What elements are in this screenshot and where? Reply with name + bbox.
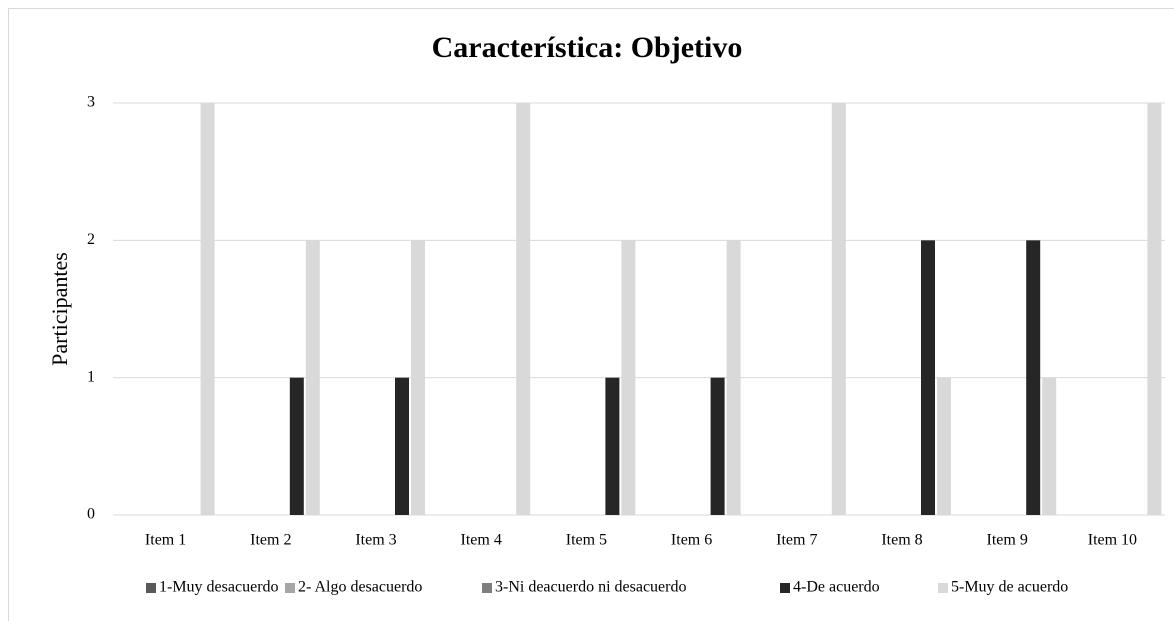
bar [831, 103, 846, 515]
legend-label: 2- Algo desacuerdo [298, 579, 422, 596]
bar [305, 240, 320, 516]
legend-swatch [938, 583, 948, 593]
legend-label: 3-Ni deacuerdo ni desacuerdo [495, 579, 686, 596]
bar [289, 377, 304, 515]
legend-label: 1-Muy desacuerdo [159, 579, 279, 596]
bar [605, 377, 620, 515]
x-tick-label: Item 10 [1088, 532, 1137, 549]
legend-label: 4-De acuerdo [793, 579, 880, 596]
bar [516, 103, 531, 515]
chart-title: Característica: Objetivo [432, 31, 743, 64]
bar [1026, 240, 1041, 516]
bar [621, 240, 636, 516]
x-tick-label: Item 8 [881, 532, 922, 549]
legend-swatch [780, 583, 790, 593]
x-tick-label: Item 2 [250, 532, 291, 549]
y-tick-label: 1 [87, 368, 95, 385]
x-tick-label: Item 1 [145, 532, 186, 549]
y-tick-label: 2 [87, 231, 95, 248]
legend-swatch [285, 583, 295, 593]
bar [1042, 377, 1057, 515]
bar [411, 240, 425, 516]
x-tick-label: Item 7 [776, 532, 817, 549]
y-tick-label: 3 [87, 94, 95, 111]
x-tick-label: Item 6 [671, 532, 712, 549]
bar [710, 377, 725, 515]
legend-swatch [482, 583, 492, 593]
bar [726, 240, 741, 516]
x-tick-label: Item 5 [566, 532, 607, 549]
x-tick-label: Item 9 [987, 532, 1028, 549]
bar [395, 377, 409, 515]
bar [1147, 103, 1162, 515]
x-tick-label: Item 3 [355, 532, 396, 549]
legend-swatch [146, 583, 156, 593]
bar [921, 240, 935, 516]
x-tick-label: Item 4 [461, 532, 502, 549]
y-axis-label: Participantes [47, 252, 72, 366]
y-tick-label: 0 [87, 506, 95, 523]
bar [937, 377, 951, 515]
chart-border [8, 8, 1174, 621]
bar [200, 103, 215, 515]
legend-label: 5-Muy de acuerdo [951, 579, 1068, 596]
